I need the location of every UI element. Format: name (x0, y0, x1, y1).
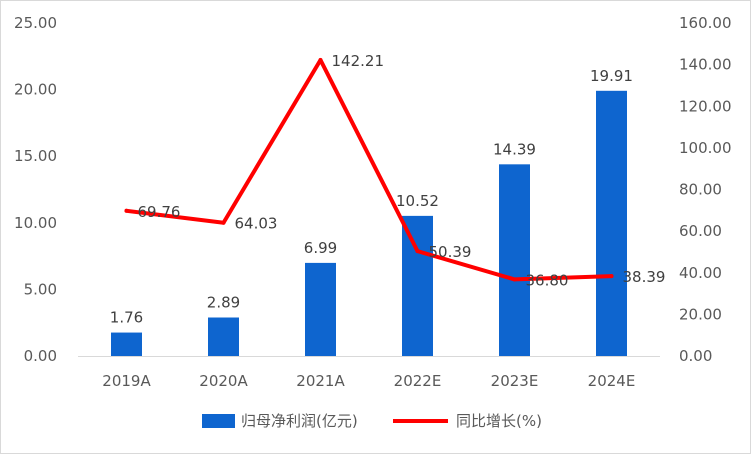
line-point (512, 277, 517, 282)
right-tick-label: 100.00 (679, 139, 732, 157)
bar-value-label: 10.52 (396, 192, 439, 210)
bar (111, 332, 142, 356)
x-tick-label: 2019A (102, 372, 151, 390)
line-point (221, 220, 226, 225)
bar-value-label: 19.91 (590, 67, 633, 85)
left-axis: 0.00 5.00 10.00 15.00 20.00 25.00 (14, 14, 57, 365)
bar-value-label: 6.99 (304, 239, 337, 257)
legend-bar-swatch (202, 414, 235, 428)
right-tick-label: 20.00 (679, 305, 722, 323)
x-tick-label: 2022E (394, 372, 442, 390)
line-value-label: 38.39 (623, 268, 666, 286)
bar-data-labels: 1.76 2.89 6.99 10.52 14.39 19.91 (110, 67, 633, 327)
line-point (415, 249, 420, 254)
bar (208, 317, 239, 356)
right-tick-label: 120.00 (679, 97, 732, 115)
right-axis: 0.00 20.00 40.00 60.00 80.00 100.00 120.00 140.… (679, 14, 732, 365)
x-tick-label: 2024E (588, 372, 636, 390)
bar (596, 90, 627, 356)
legend-bar-label: 归母净利润(亿元) (241, 412, 358, 430)
right-tick-label: 160.00 (679, 14, 732, 32)
x-tick-label: 2023E (491, 372, 539, 390)
left-tick-label: 25.00 (14, 14, 57, 32)
bar-series (111, 90, 627, 356)
line-series (124, 58, 614, 282)
line-value-label: 36.80 (526, 271, 569, 289)
line-value-label: 69.76 (138, 203, 181, 221)
right-tick-label: 60.00 (679, 222, 722, 240)
legend: 归母净利润(亿元) 同比增长(%) (202, 412, 542, 430)
line-value-label: 64.03 (235, 215, 278, 233)
left-tick-label: 15.00 (14, 147, 57, 165)
growth-line (124, 58, 614, 282)
left-tick-label: 20.00 (14, 81, 57, 99)
line-value-label: 50.39 (429, 243, 472, 261)
right-tick-label: 80.00 (679, 181, 722, 199)
right-tick-label: 0.00 (679, 347, 712, 365)
bar (305, 262, 336, 356)
bar-value-label: 1.76 (110, 309, 143, 327)
left-tick-label: 10.00 (14, 214, 57, 232)
right-tick-label: 40.00 (679, 264, 722, 282)
legend-line-label: 同比增长(%) (456, 412, 542, 430)
bar-value-label: 2.89 (207, 294, 240, 312)
line-point (609, 274, 614, 279)
bar (499, 164, 530, 356)
right-tick-label: 140.00 (679, 56, 732, 74)
bar-value-label: 14.39 (493, 140, 536, 158)
left-tick-label: 5.00 (24, 280, 57, 298)
line-data-labels: 69.76 64.03 142.21 50.39 36.80 38.39 (138, 52, 666, 289)
x-tick-label: 2020A (199, 372, 248, 390)
x-axis: 2019A 2020A 2021A 2022E 2023E 2024E (102, 372, 635, 390)
bar (402, 215, 433, 356)
x-tick-label: 2021A (296, 372, 345, 390)
line-point (124, 208, 129, 213)
line-point (318, 58, 323, 63)
line-value-label: 142.21 (332, 52, 385, 70)
left-tick-label: 0.00 (24, 347, 57, 365)
watermark: 百家号/享迎 (665, 427, 740, 444)
